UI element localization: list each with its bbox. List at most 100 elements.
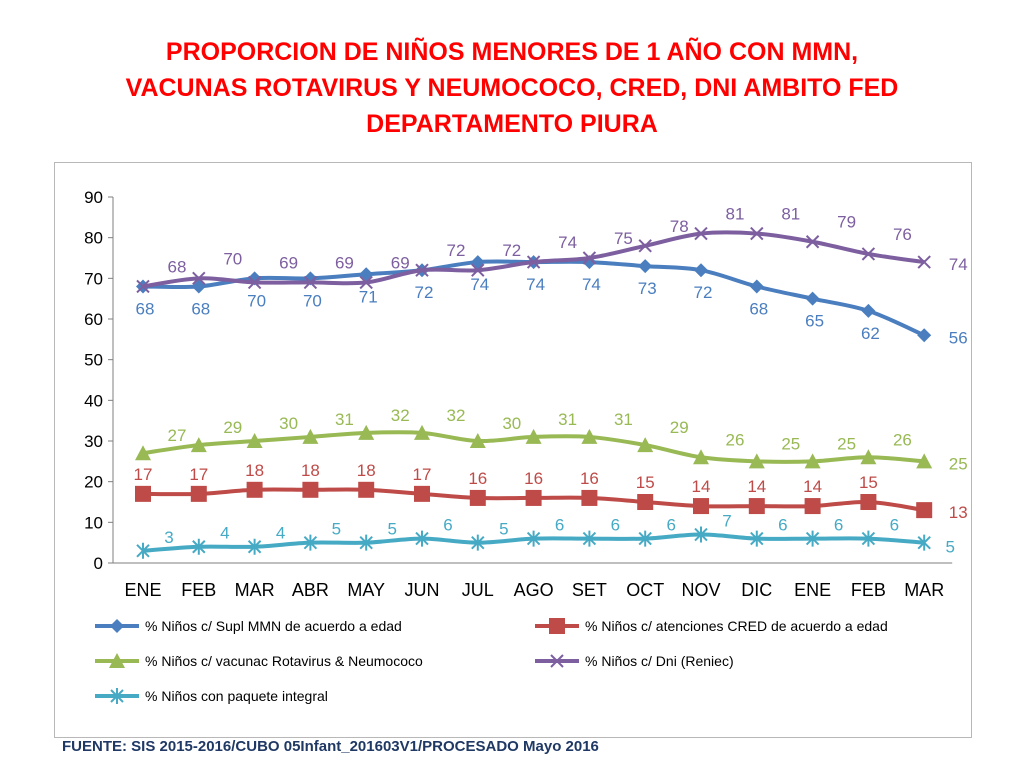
data-point (861, 303, 876, 318)
data-label: 4 (276, 524, 285, 543)
data-point (470, 255, 485, 270)
data-point (804, 498, 821, 515)
data-point (694, 526, 708, 543)
data-point (804, 453, 821, 469)
data-label: 6 (443, 516, 452, 535)
y-tick-label: 90 (84, 188, 103, 207)
data-label: 72 (694, 283, 713, 302)
series-2: 17 17 18 18 18 17 16 16 16 15 14 14 14 15 13 (134, 461, 968, 522)
data-point (247, 275, 262, 290)
data-point (582, 530, 597, 547)
data-label: 29 (223, 418, 242, 437)
data-point (582, 251, 597, 265)
data-label: 6 (666, 516, 675, 535)
legend: % Niños c/ Supl MMN de acuerdo a edad % N… (95, 618, 888, 704)
legend-label: % Niños con paquete integral (145, 688, 328, 704)
data-point (637, 437, 654, 453)
data-label: 68 (749, 299, 768, 318)
data-point (190, 437, 207, 453)
data-point (861, 247, 876, 261)
y-tick-label: 20 (84, 473, 103, 492)
data-point (359, 267, 374, 282)
data-label: 71 (359, 287, 378, 306)
x-tick-label: ABR (292, 580, 329, 600)
data-label: 5 (499, 520, 508, 539)
data-point (525, 489, 542, 506)
data-point (302, 428, 319, 444)
y-tick-label: 40 (84, 391, 103, 410)
data-point (359, 275, 373, 290)
data-point (748, 498, 765, 515)
data-label: 5 (945, 538, 954, 557)
data-point (526, 530, 541, 547)
data-point (917, 534, 931, 551)
data-point (549, 618, 565, 634)
x-tick-label: ENE (794, 580, 831, 600)
data-label: 25 (837, 434, 856, 453)
data-point (471, 263, 485, 277)
data-point (303, 275, 318, 290)
data-point (359, 534, 373, 551)
data-label: 81 (781, 205, 800, 224)
data-label: 62 (861, 324, 880, 343)
data-label: 14 (747, 477, 766, 496)
data-label: 17 (134, 465, 153, 484)
data-point (637, 494, 654, 510)
data-point (247, 271, 262, 286)
data-point (750, 530, 764, 547)
data-label: 31 (558, 410, 577, 429)
x-tick-label: NOV (681, 580, 720, 600)
data-label: 14 (692, 477, 711, 496)
data-label: 81 (726, 205, 745, 224)
data-point (581, 428, 598, 444)
x-tick-label: MAR (904, 580, 944, 600)
legend-label: % Niños c/ atenciones CRED de acuerdo a … (585, 618, 888, 634)
data-label: 68 (168, 257, 187, 276)
data-label: 13 (949, 503, 968, 522)
x-tick-label: SET (572, 580, 607, 600)
data-point (525, 428, 542, 444)
data-point (694, 226, 708, 241)
data-point (469, 489, 486, 506)
line-chart: 0 10 20 30 40 50 60 70 80 90 ENE FEB MAR ABR MAY JUN JUL… (84, 188, 968, 704)
data-label: 30 (502, 414, 521, 433)
data-point (414, 424, 430, 440)
legend-item: % Niños c/ vacunac Rotavirus & Neumococo (95, 653, 423, 669)
data-label: 18 (245, 461, 264, 480)
data-label: 5 (387, 520, 396, 539)
data-label: 6 (555, 516, 564, 535)
data-point (694, 263, 708, 278)
data-label: 17 (189, 465, 208, 484)
x-tick-label: MAR (235, 580, 275, 600)
data-point (192, 271, 206, 286)
data-point (136, 542, 150, 559)
data-point (109, 653, 125, 668)
y-tick-label: 70 (84, 269, 103, 288)
data-point (916, 453, 933, 469)
data-label: 70 (303, 291, 322, 310)
series-3: 27 29 30 31 32 32 30 31 31 29 26 25 25 26 25 (135, 406, 968, 473)
data-point (916, 502, 933, 519)
data-point (135, 445, 151, 461)
data-point (917, 328, 932, 343)
data-point (247, 538, 262, 555)
data-label: 74 (949, 255, 968, 274)
data-point (526, 255, 541, 269)
data-point (191, 279, 206, 294)
data-point (805, 291, 820, 306)
data-label: 68 (136, 299, 155, 318)
data-label: 74 (558, 233, 577, 252)
data-point (414, 485, 430, 502)
x-tick-label: ENE (124, 580, 161, 600)
data-label: 7 (722, 512, 731, 531)
data-label: 16 (580, 469, 599, 488)
data-label: 18 (357, 461, 376, 480)
series-1: 68 68 70 70 71 72 74 74 74 73 72 68 65 62 56 (136, 255, 968, 347)
data-point (860, 494, 877, 510)
legend-label: % Niños c/ Dni (Reniec) (585, 653, 734, 669)
data-point (550, 654, 564, 668)
chart-title: PROPORCION DE NIÑOS MENORES DE 1 AÑO CON… (30, 34, 994, 142)
data-label: 76 (893, 225, 912, 244)
data-point (638, 239, 652, 253)
